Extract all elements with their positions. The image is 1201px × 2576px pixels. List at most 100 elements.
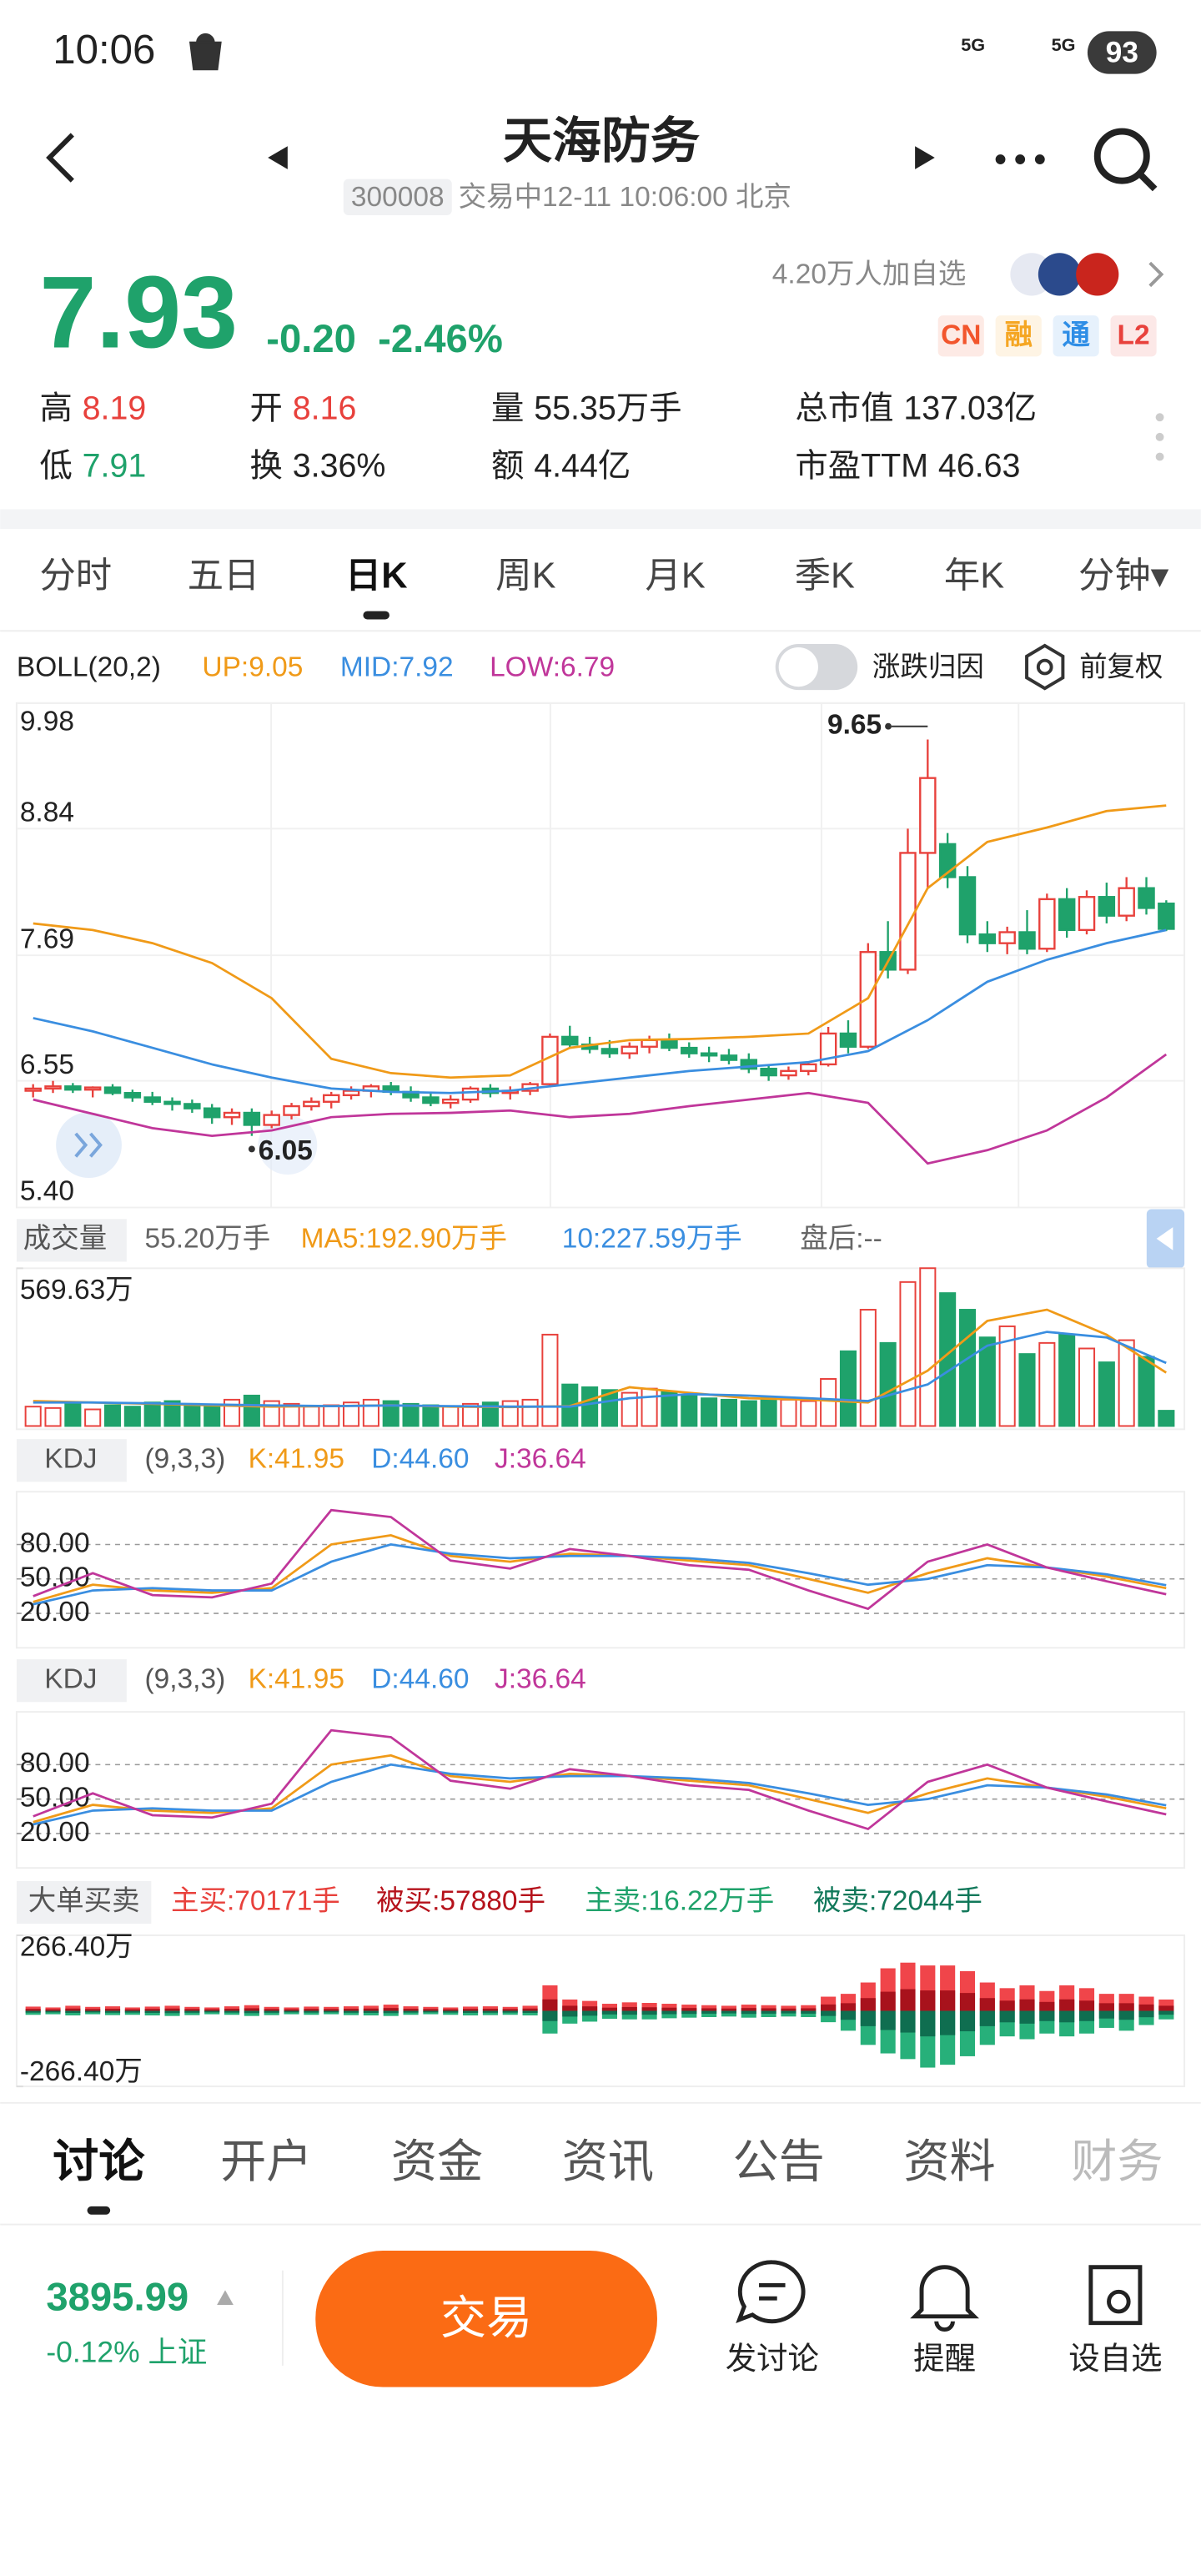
buy-bar-inner xyxy=(761,2008,776,2011)
boll-line xyxy=(33,1053,1168,1165)
volume-bar xyxy=(681,1394,698,1427)
sell-bar xyxy=(522,2010,538,2015)
adjust-label[interactable]: 前复权 xyxy=(1079,652,1163,682)
search-button[interactable] xyxy=(1093,128,1158,192)
volume-bar xyxy=(780,1398,797,1427)
volume-bar xyxy=(521,1398,539,1427)
more-button[interactable] xyxy=(995,154,1045,164)
content-tab[interactable]: 资金 xyxy=(391,2136,483,2187)
sell-bar xyxy=(681,2010,697,2018)
more-dots[interactable] xyxy=(1155,413,1164,461)
sell-bar-inner xyxy=(661,2010,677,2015)
buy-bar-inner xyxy=(641,2007,657,2011)
next-stock[interactable] xyxy=(915,146,935,169)
sell-bar xyxy=(224,2010,240,2015)
prev-stock[interactable] xyxy=(268,146,288,169)
follow-arrow[interactable] xyxy=(1148,261,1164,288)
content-tab[interactable]: 公告 xyxy=(733,2136,825,2187)
period-tab[interactable]: 季K xyxy=(795,556,855,596)
buy-bar xyxy=(144,2006,160,2011)
period-tab[interactable]: 周K xyxy=(495,556,555,596)
min-label: 6.05 xyxy=(259,1135,313,1166)
action-label[interactable]: 提醒 xyxy=(913,2341,976,2376)
toggle-label[interactable]: 涨跌归因 xyxy=(872,652,984,682)
buy-bar xyxy=(482,2006,498,2011)
sell-bar-inner xyxy=(224,2010,240,2013)
kdj-line xyxy=(33,1508,1167,1611)
candle-body xyxy=(1078,896,1096,932)
action-label[interactable]: 发讨论 xyxy=(726,2341,819,2376)
buy-bar xyxy=(621,2002,637,2011)
action-label[interactable]: 设自选 xyxy=(1068,2341,1162,2376)
buy-bar-inner xyxy=(443,2009,459,2011)
content-tab[interactable]: 资讯 xyxy=(562,2136,654,2187)
buy-bar xyxy=(502,2006,518,2011)
volume-bar xyxy=(362,1398,379,1427)
buy-bar xyxy=(85,2006,101,2011)
badge-label: L2 xyxy=(1118,320,1150,351)
volume-bar xyxy=(820,1378,837,1427)
period-tab[interactable]: 年K xyxy=(944,556,1004,596)
alert-icon[interactable] xyxy=(910,2265,979,2332)
sell-bar-inner xyxy=(284,2010,299,2013)
volume-bar xyxy=(958,1309,977,1427)
expand-button[interactable] xyxy=(56,1112,122,1179)
boll-line xyxy=(33,928,1167,1094)
content-tab[interactable]: 财务 xyxy=(1071,2136,1163,2187)
back-button[interactable] xyxy=(46,133,74,183)
content-tab[interactable]: 开户 xyxy=(220,2136,312,2187)
trade-label[interactable]: 交易 xyxy=(440,2292,532,2343)
buy-bar xyxy=(383,2005,399,2011)
volume-bar xyxy=(44,1406,62,1427)
sell-bar xyxy=(124,2010,140,2015)
buy-bar xyxy=(284,2007,299,2011)
period-tab[interactable]: 五日 xyxy=(188,556,260,596)
panel-title: 成交量 xyxy=(23,1224,107,1255)
badge-label: CN xyxy=(941,320,981,351)
price: 7.93 xyxy=(39,254,238,369)
tab-indicator xyxy=(87,2206,111,2215)
sell-bar xyxy=(164,2010,180,2016)
period-tab[interactable]: 分时 xyxy=(39,556,112,596)
adjust-icon[interactable] xyxy=(1025,643,1065,691)
sell-bar xyxy=(423,2010,439,2015)
kdj-k: K:41.95 xyxy=(249,1444,344,1475)
buy-bar xyxy=(443,2007,459,2011)
buy-bar-inner xyxy=(1078,2000,1095,2011)
badge xyxy=(1053,315,1099,357)
sell-bar xyxy=(45,2010,61,2015)
buy-bar xyxy=(641,2003,657,2011)
buy-bar-inner xyxy=(1039,2001,1055,2011)
expand-icon xyxy=(74,1132,103,1158)
sell-bar xyxy=(244,2010,259,2016)
content-tab[interactable]: 讨论 xyxy=(53,2136,145,2187)
trade-button[interactable] xyxy=(315,2251,657,2387)
candle-body xyxy=(1098,896,1116,917)
period-tab[interactable]: 日K xyxy=(345,556,408,596)
buy-bar-inner xyxy=(621,2006,637,2011)
sell-bar-inner xyxy=(801,2010,817,2014)
sell-bar-inner xyxy=(601,2010,617,2015)
buy-bar-inner xyxy=(701,2008,717,2011)
buy-bar-inner xyxy=(522,2008,538,2011)
sell-bar xyxy=(443,2010,459,2015)
buy-bar-inner xyxy=(940,1990,956,2011)
candle-body xyxy=(621,1045,639,1054)
kdj-d: D:44.60 xyxy=(371,1444,469,1475)
sell-bar-inner xyxy=(363,2010,379,2013)
watch-icon[interactable] xyxy=(1088,2265,1143,2326)
buy-bar-inner xyxy=(224,2009,240,2011)
period-tab[interactable]: 分钟▾ xyxy=(1078,556,1169,596)
content-tab[interactable]: 资料 xyxy=(903,2136,995,2187)
discuss-icon[interactable] xyxy=(736,2260,806,2324)
candle-body xyxy=(442,1098,460,1104)
y-tick-label: 80.00 xyxy=(20,1748,90,1779)
period-tab[interactable]: 月K xyxy=(646,556,706,596)
battery xyxy=(1087,31,1157,74)
kdj-line xyxy=(33,1543,1167,1606)
volume-bar xyxy=(800,1400,817,1427)
candle-body xyxy=(1138,887,1155,909)
panel-tag xyxy=(16,1219,127,1262)
volume-bar xyxy=(720,1398,737,1427)
sell-bar xyxy=(761,2010,776,2018)
